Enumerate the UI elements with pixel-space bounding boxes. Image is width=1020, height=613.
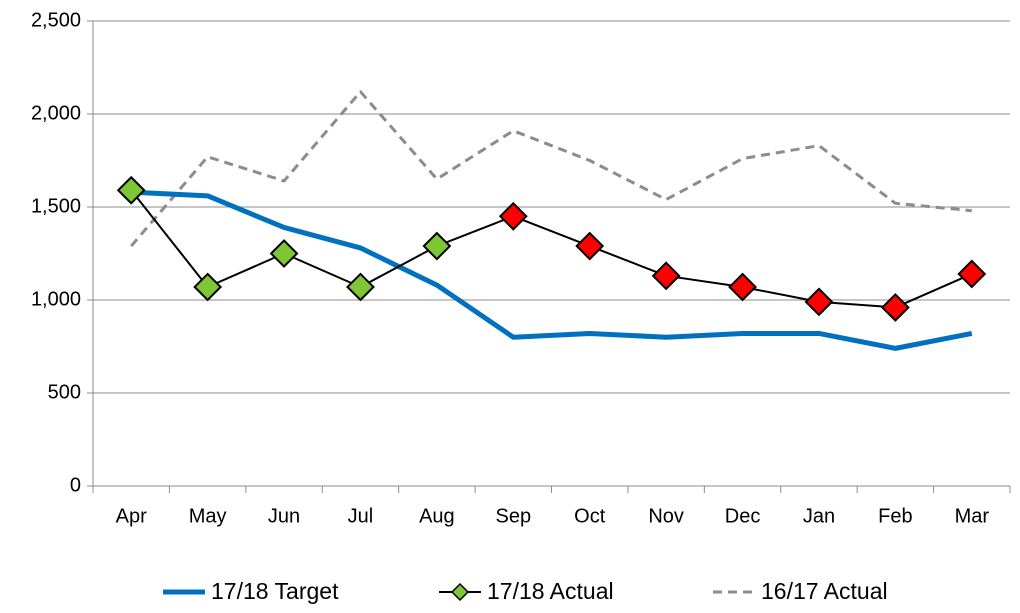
data-point <box>193 272 223 302</box>
x-tick-label: Mar <box>955 505 990 527</box>
legend-label: 17/18 Target <box>211 578 339 604</box>
legend-label: 17/18 Actual <box>487 578 614 604</box>
x-tick-label: Jul <box>348 505 374 527</box>
y-tick-label: 2,500 <box>31 9 81 31</box>
x-tick-label: Apr <box>116 505 147 527</box>
legend: 17/18 Target 17/18 Actual 16/17 Actual <box>211 578 888 604</box>
data-point <box>804 287 834 317</box>
x-tick-label: Aug <box>419 505 455 527</box>
data-point <box>728 272 757 302</box>
data-point <box>651 261 681 291</box>
x-tick-label: Jun <box>268 505 300 527</box>
data-point <box>269 239 299 268</box>
series-line <box>131 189 973 351</box>
x-tick-label: Jan <box>803 505 835 527</box>
x-tick-label: May <box>189 505 227 527</box>
x-tick-label: Dec <box>725 505 761 527</box>
data-point <box>957 259 987 289</box>
y-tick-label: 2,000 <box>31 102 81 124</box>
y-tick-label: 1,000 <box>31 288 81 310</box>
data-point <box>498 201 528 231</box>
data-point <box>346 272 375 302</box>
x-tick-label: Oct <box>574 505 606 527</box>
series-line <box>130 189 973 309</box>
legend-marker <box>450 582 470 602</box>
y-tick-label: 500 <box>48 381 81 403</box>
x-tick-label: Nov <box>648 505 684 527</box>
data-point <box>116 175 146 205</box>
y-tick-label: 0 <box>70 474 81 496</box>
data-point <box>575 231 605 261</box>
data-point <box>880 293 910 322</box>
series-line <box>130 90 972 248</box>
legend-label: 16/17 Actual <box>761 578 888 604</box>
x-tick-label: Sep <box>495 505 531 527</box>
data-point <box>422 231 452 261</box>
y-tick-label: 1,500 <box>31 195 81 217</box>
x-tick-label: Feb <box>878 505 912 527</box>
